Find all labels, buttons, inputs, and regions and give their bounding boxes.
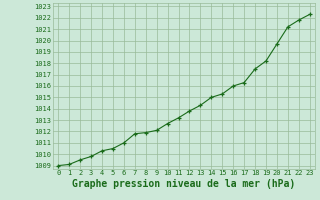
X-axis label: Graphe pression niveau de la mer (hPa): Graphe pression niveau de la mer (hPa) <box>72 179 296 189</box>
